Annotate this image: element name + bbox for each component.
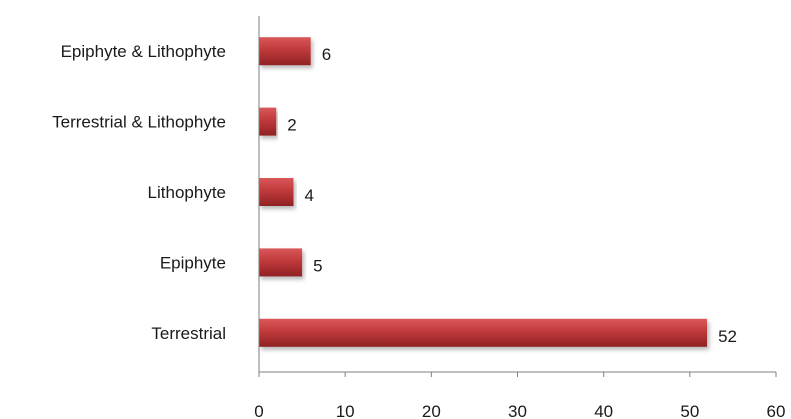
category-label-epiphyte-lithophyte: Epiphyte & Lithophyte <box>61 42 226 61</box>
bar-epiphyte-lithophyte <box>259 37 311 66</box>
category-label-lithophyte: Lithophyte <box>148 183 226 202</box>
x-tick-label-40: 40 <box>594 402 613 419</box>
category-label-epiphyte: Epiphyte <box>160 253 226 272</box>
data-label-terrestrial: 52 <box>718 327 737 346</box>
bar-epiphyte <box>259 248 303 277</box>
bars-layer <box>259 37 708 347</box>
x-tick-label-50: 50 <box>680 402 699 419</box>
data-label-terrestrial-lithophyte: 2 <box>287 116 296 135</box>
x-tick-label-30: 30 <box>508 402 527 419</box>
data-label-epiphyte-lithophyte: 6 <box>322 45 331 64</box>
x-tick-label-60: 60 <box>767 402 786 419</box>
category-label-terrestrial-lithophyte: Terrestrial & Lithophyte <box>52 113 226 132</box>
x-tick-label-20: 20 <box>422 402 441 419</box>
labels-layer: Terrestrial 52 Epiphyte 5 Lithophyte 4 Terrest… <box>52 42 785 419</box>
data-label-epiphyte: 5 <box>313 256 322 275</box>
bar-terrestrial-lithophyte <box>259 107 277 136</box>
data-label-lithophyte: 4 <box>304 186 313 205</box>
x-tick-label-0: 0 <box>254 402 263 419</box>
axes-layer <box>258 16 777 377</box>
bar-terrestrial <box>259 318 708 347</box>
bar-lithophyte <box>259 178 294 206</box>
x-tick-label-10: 10 <box>336 402 355 419</box>
category-label-terrestrial: Terrestrial <box>151 324 226 343</box>
